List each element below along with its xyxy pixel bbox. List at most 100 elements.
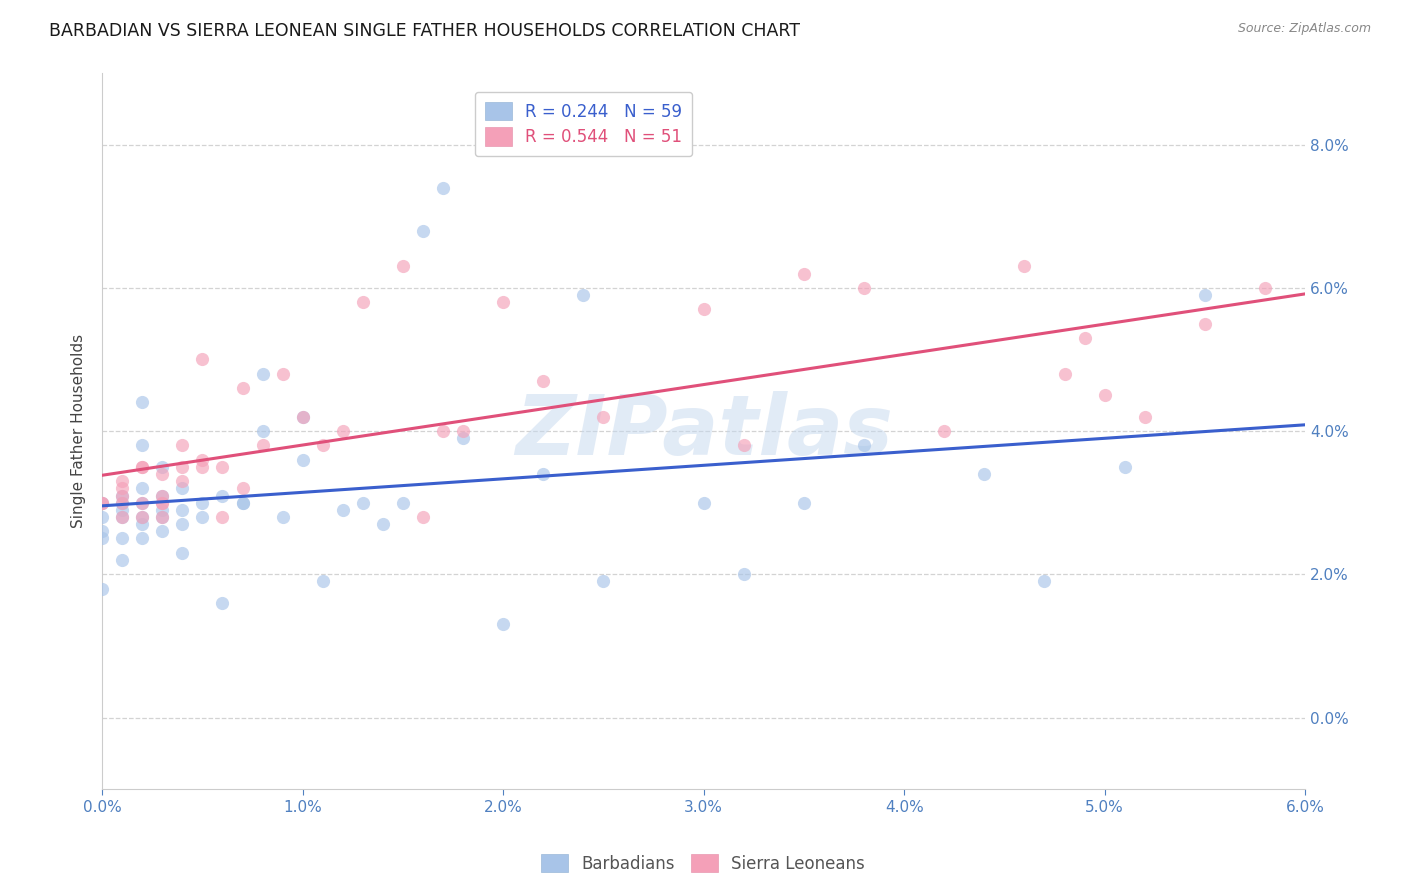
Point xyxy=(291,409,314,424)
Point xyxy=(150,459,173,474)
Point xyxy=(531,467,554,481)
Point xyxy=(111,510,134,524)
Point xyxy=(291,452,314,467)
Point xyxy=(172,438,194,452)
Point xyxy=(531,374,554,388)
Point xyxy=(131,510,153,524)
Point xyxy=(131,459,153,474)
Point xyxy=(1094,388,1116,402)
Text: Source: ZipAtlas.com: Source: ZipAtlas.com xyxy=(1237,22,1371,36)
Point xyxy=(733,567,755,582)
Point xyxy=(191,459,214,474)
Point xyxy=(1033,574,1056,589)
Y-axis label: Single Father Households: Single Father Households xyxy=(72,334,86,528)
Point xyxy=(432,180,454,194)
Point xyxy=(91,496,114,510)
Point xyxy=(131,510,153,524)
Point xyxy=(793,267,815,281)
Point xyxy=(853,438,876,452)
Point xyxy=(150,496,173,510)
Point xyxy=(91,524,114,539)
Point xyxy=(211,459,233,474)
Point xyxy=(131,438,153,452)
Point xyxy=(172,517,194,532)
Point xyxy=(150,510,173,524)
Point xyxy=(692,302,714,317)
Point xyxy=(853,281,876,295)
Point xyxy=(191,452,214,467)
Point xyxy=(111,474,134,488)
Point xyxy=(252,438,274,452)
Point xyxy=(332,424,354,438)
Point xyxy=(352,295,374,310)
Point xyxy=(111,489,134,503)
Point xyxy=(131,481,153,495)
Point xyxy=(150,510,173,524)
Point xyxy=(692,496,714,510)
Point xyxy=(150,489,173,503)
Point xyxy=(492,617,515,632)
Point xyxy=(131,532,153,546)
Point xyxy=(172,459,194,474)
Point xyxy=(131,496,153,510)
Point xyxy=(312,438,335,452)
Point xyxy=(150,489,173,503)
Point xyxy=(111,481,134,495)
Point xyxy=(271,367,294,381)
Point xyxy=(332,503,354,517)
Point xyxy=(392,496,415,510)
Point xyxy=(1014,260,1036,274)
Point xyxy=(252,424,274,438)
Point xyxy=(232,381,254,395)
Point xyxy=(150,503,173,517)
Point xyxy=(131,459,153,474)
Point xyxy=(271,510,294,524)
Point xyxy=(412,223,434,237)
Point xyxy=(91,582,114,596)
Point xyxy=(1254,281,1277,295)
Point xyxy=(451,431,474,445)
Legend: Barbadians, Sierra Leoneans: Barbadians, Sierra Leoneans xyxy=(534,847,872,880)
Point xyxy=(1194,317,1216,331)
Point xyxy=(150,467,173,481)
Point xyxy=(1053,367,1076,381)
Point xyxy=(211,510,233,524)
Point xyxy=(150,524,173,539)
Point xyxy=(432,424,454,438)
Point xyxy=(1073,331,1095,345)
Point xyxy=(191,510,214,524)
Point xyxy=(232,496,254,510)
Point xyxy=(232,481,254,495)
Point xyxy=(172,474,194,488)
Point xyxy=(492,295,515,310)
Point xyxy=(131,517,153,532)
Point xyxy=(172,546,194,560)
Point xyxy=(232,496,254,510)
Point xyxy=(371,517,394,532)
Point xyxy=(91,510,114,524)
Point xyxy=(111,496,134,510)
Point xyxy=(191,496,214,510)
Point xyxy=(111,489,134,503)
Point xyxy=(91,496,114,510)
Text: ZIPatlas: ZIPatlas xyxy=(515,391,893,472)
Point xyxy=(131,395,153,409)
Text: BARBADIAN VS SIERRA LEONEAN SINGLE FATHER HOUSEHOLDS CORRELATION CHART: BARBADIAN VS SIERRA LEONEAN SINGLE FATHE… xyxy=(49,22,800,40)
Point xyxy=(131,496,153,510)
Point xyxy=(191,352,214,367)
Point xyxy=(451,424,474,438)
Point xyxy=(934,424,956,438)
Point xyxy=(211,489,233,503)
Point xyxy=(172,503,194,517)
Point xyxy=(91,532,114,546)
Point xyxy=(973,467,995,481)
Point xyxy=(1194,288,1216,302)
Point xyxy=(412,510,434,524)
Point xyxy=(1133,409,1156,424)
Point xyxy=(111,510,134,524)
Point xyxy=(352,496,374,510)
Point xyxy=(150,496,173,510)
Point xyxy=(793,496,815,510)
Point xyxy=(111,503,134,517)
Legend: R = 0.244   N = 59, R = 0.544   N = 51: R = 0.244 N = 59, R = 0.544 N = 51 xyxy=(475,92,692,156)
